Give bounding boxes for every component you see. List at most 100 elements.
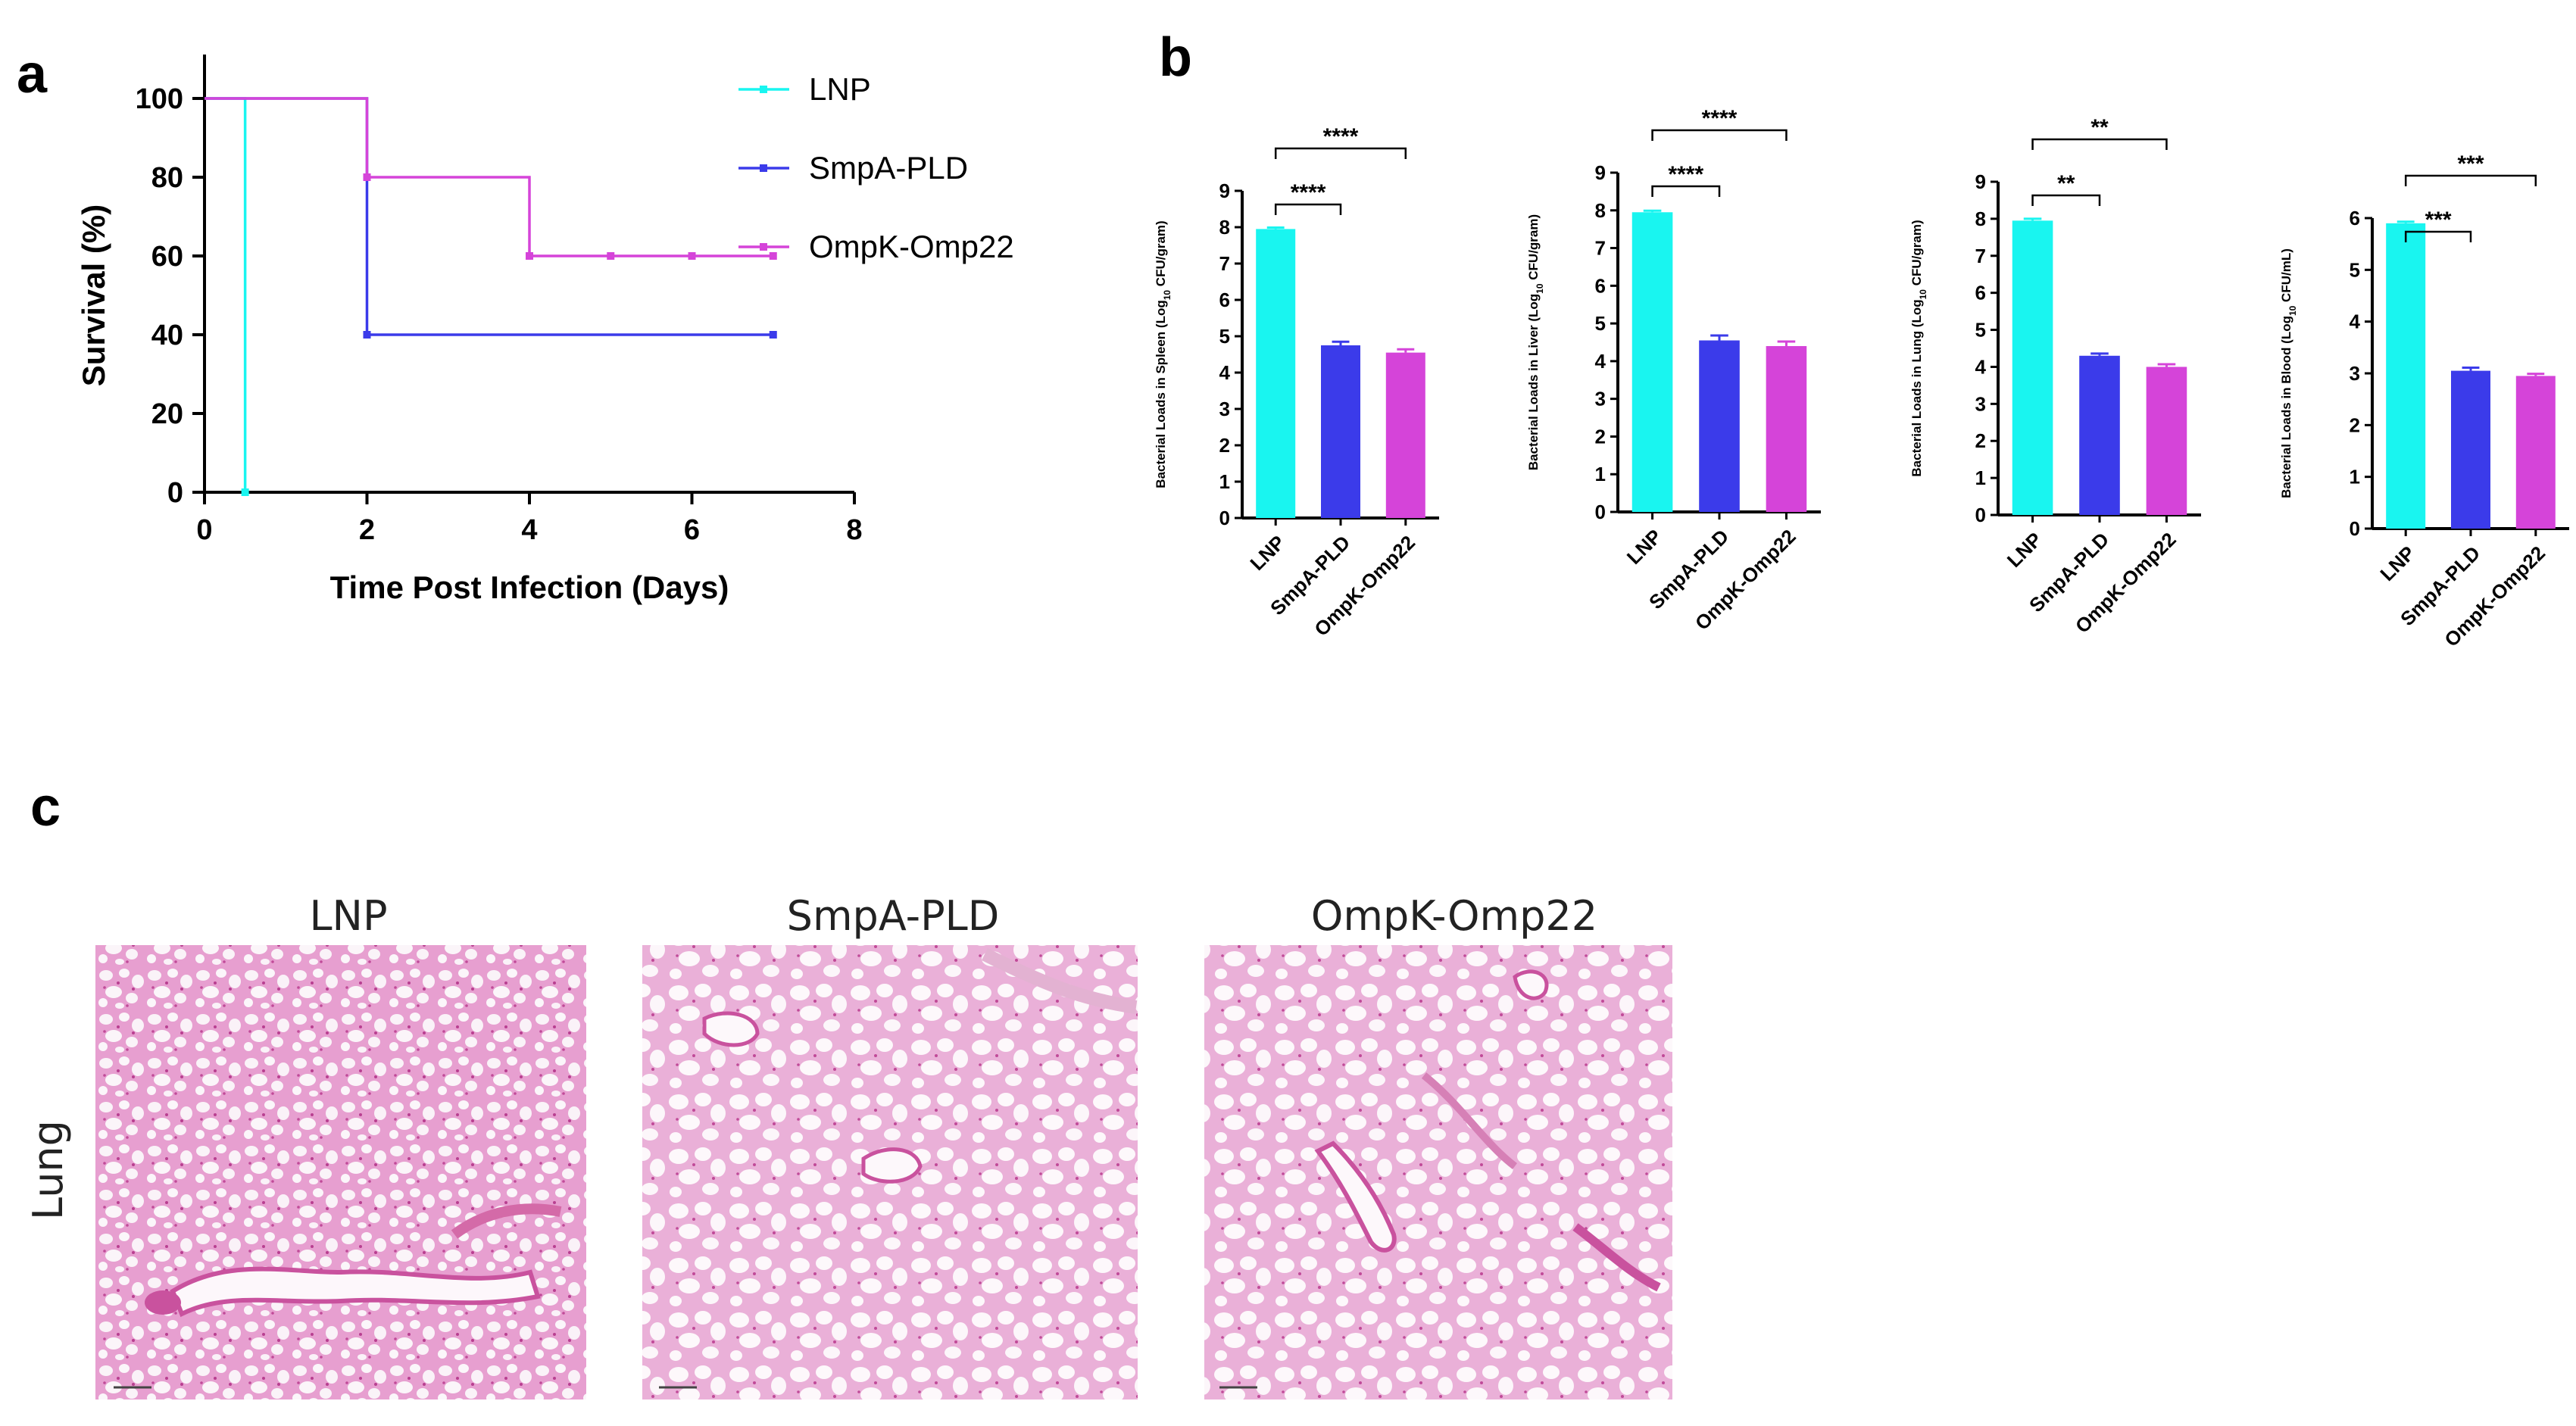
y-tick-label: 2 [1219,434,1230,457]
y-axis-title: Bacterial Loads in Lung (Log10 CFU/gram) [1909,220,1928,476]
y-tick-label: 8 [1975,208,1986,230]
legend-label: SmpA-PLD [809,150,968,186]
x-tick-label: LNP [2003,528,2047,572]
histology-title-lnp: LNP [309,892,387,940]
bar-smpa-pld [2451,370,2490,529]
histology-panel: Lung LNP SmpA-PLD OmpK-Omp22 [24,892,1672,1399]
y-axis-title-part: 10 [1918,289,1928,300]
y-tick-label: 1 [1595,463,1606,485]
bar-smpa-pld [2079,355,2120,515]
survival-line-smpa-pld [205,97,773,336]
y-tick-label: 5 [1595,312,1606,335]
legend-label: OmpK-Omp22 [809,229,1014,264]
histology-image-smpa-pld [642,945,1138,1399]
survival-marker [769,252,777,260]
bar-chart-1: 0 1 2 3 4 5 6 7 8 9 Bacterial Loads in Spleen (Log… [1154,124,1439,641]
bar-lnp [2012,220,2053,515]
survival-marker [241,488,249,496]
bar-ompk-omp22 [1766,345,1807,512]
significance-bracket [2404,174,2537,186]
bar-chart-3: 0 1 2 3 4 5 6 7 8 9 Bacterial Loads in Lung (Log10… [1909,115,2201,638]
y-tick-label: 1 [1975,466,1986,489]
y-axis-title: Survival (%) [76,204,111,386]
y-tick-label: 9 [1975,170,1986,193]
legend-marker [760,164,767,172]
x-tick-label: 4 [521,514,537,546]
y-tick-label: 9 [1219,179,1230,202]
y-tick-label: 2 [1975,429,1986,452]
x-tick-label: LNP [1245,531,1289,575]
panel-label-a: a [17,44,48,105]
y-tick-label: 20 [151,398,183,430]
bar-lnp [1256,229,1296,518]
y-tick-label: 5 [1219,325,1230,348]
legend-marker [760,243,767,251]
survival-censor-marker [688,252,696,260]
bar-smpa-pld [1699,340,1740,512]
x-tick-label: 2 [359,514,375,546]
x-tick-label: 0 [196,514,212,546]
x-tick-label: LNP [2375,541,2419,585]
survival-marker [526,252,533,260]
panel-label-c: c [30,777,61,838]
y-axis-title-part: 10 [2287,305,2298,316]
y-tick-label: 4 [1595,350,1606,373]
y-tick-label: 8 [1219,216,1230,239]
y-tick-label: 0 [2350,517,2360,540]
y-tick-label: 7 [1975,245,1986,267]
y-tick-label: 0 [167,477,183,509]
bar-chart-2: 0 1 2 3 4 5 6 7 8 9 Bacterial Loads in Liver (Log1… [1526,106,1821,635]
bar-lnp [1631,212,1673,512]
y-tick-label: 3 [1975,392,1986,415]
significance-label: **** [1668,162,1703,187]
y-axis-title-part: Bacterial Loads in Liver (Log [1526,294,1541,470]
y-tick-label: 100 [136,83,183,115]
bar-lnp [2386,223,2426,529]
survival-line-lnp [205,97,247,492]
y-tick-label: 6 [1595,274,1606,297]
significance-bracket [2404,230,2472,242]
significance-bracket [1274,203,1342,215]
y-tick-label: 5 [1975,319,1986,342]
histology-image-ompk-omp22 [1204,945,1672,1399]
bar-chart-4: 0 1 2 3 4 5 6 Bacterial Loads in Blood (Log10 C… [2279,151,2569,651]
y-tick-label: 3 [1595,388,1606,410]
y-axis-title-part: Bacterial Loads in Blood (Log [2279,316,2293,498]
significance-label: ** [2090,115,2109,140]
histology-row-label: Lung [24,1120,72,1220]
significance-label: *** [2457,151,2484,176]
survival-marker [363,331,371,339]
bar-smpa-pld [1321,345,1360,518]
y-tick-label: 2 [1595,425,1606,448]
significance-label: ** [2057,171,2075,196]
significance-label: **** [1323,124,1359,149]
survival-marker [769,331,777,339]
legend-marker [760,86,767,93]
x-axis-title: Time Post Infection (Days) [330,569,729,605]
histology-image-lnp [95,945,586,1399]
y-axis-title-part: CFU/mL) [2279,248,2293,306]
panel-label-b: b [1159,27,1192,88]
y-tick-label: 0 [1595,501,1606,523]
significance-bracket [2031,138,2168,150]
y-tick-label: 6 [2350,207,2360,229]
y-tick-label: 1 [1219,470,1230,493]
bar-ompk-omp22 [2146,367,2187,515]
y-tick-label: 4 [1975,355,1987,378]
bacterial-load-charts: 0 1 2 3 4 5 6 7 8 9 Bacterial Loads in Spleen (Log… [1154,106,2569,651]
y-tick-label: 2 [2350,413,2360,436]
y-tick-label: 5 [2350,258,2360,281]
histology-title-smpa-pld: SmpA-PLD [787,892,1000,940]
y-axis-title: Bacterial Loads in Liver (Log10 CFU/gram… [1526,214,1545,470]
y-axis-title-part: Bacterial Loads in Lung (Log [1909,299,1924,476]
y-tick-label: 0 [1975,504,1986,526]
y-tick-label: 40 [151,320,183,351]
bar-ompk-omp22 [2515,376,2556,529]
x-tick-label: LNP [1622,525,1666,569]
significance-label: **** [1702,106,1738,131]
significance-label: *** [2425,208,2452,232]
y-axis-title-part: 10 [1162,290,1172,301]
x-tick-label: 8 [846,514,862,546]
